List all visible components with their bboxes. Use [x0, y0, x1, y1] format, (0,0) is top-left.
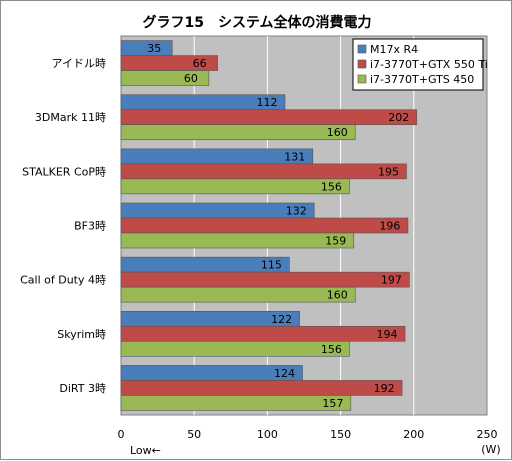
bar — [120, 217, 409, 234]
bar — [120, 109, 418, 126]
data-label: 157 — [322, 397, 343, 410]
data-label: 159 — [325, 235, 346, 248]
data-label: 156 — [321, 180, 342, 193]
bar — [120, 70, 210, 86]
bar — [120, 163, 407, 180]
data-label: 196 — [379, 220, 400, 233]
bar — [120, 380, 403, 396]
data-label: 192 — [374, 382, 395, 395]
bar — [120, 395, 352, 411]
chart-title: グラフ15 システム全体の消費電力 — [142, 14, 371, 31]
bar — [120, 286, 356, 303]
legend-swatch — [357, 74, 367, 84]
value-labels: 35 66 60 112 202 160 131 195 156 132 196 159 115 197 1… — [147, 42, 409, 410]
category-label: BF3時 — [74, 220, 106, 233]
x-tick-label: 100 — [257, 428, 278, 441]
x-tick-label: 0 — [118, 428, 125, 441]
category-label: Skyrim時 — [57, 328, 106, 341]
data-label: 160 — [327, 289, 348, 302]
data-label: 132 — [286, 205, 307, 218]
data-label: 124 — [274, 367, 295, 380]
bar — [120, 232, 355, 249]
legend-entry: M17x R4 — [370, 43, 418, 56]
category-label: STALKER CoP時 — [22, 165, 106, 178]
legend: M17x R4 i7-3770T+GTX 550 Ti i7-3770T+GTS 4… — [352, 38, 488, 91]
bar — [120, 325, 406, 342]
data-label: 112 — [256, 96, 277, 109]
category-label: DiRT 3時 — [59, 382, 106, 395]
data-label: 156 — [321, 343, 342, 356]
x-tick-label: 50 — [187, 428, 201, 441]
x-axis-unit: (W) — [481, 443, 500, 456]
x-tick-label: 200 — [403, 428, 424, 441]
data-label: 115 — [261, 259, 282, 272]
data-label: 202 — [388, 111, 409, 124]
x-tick-labels: 0 50 100 150 200 250 — [118, 428, 498, 441]
legend-swatch — [357, 44, 367, 54]
bars — [120, 40, 418, 411]
bar — [120, 178, 350, 195]
legend-swatch — [357, 59, 367, 69]
bar — [120, 340, 350, 357]
data-label: 160 — [327, 126, 348, 139]
category-label: アイドル時 — [52, 57, 106, 70]
category-label: Call of Duty 4時 — [20, 274, 106, 287]
x-tick-label: 250 — [477, 428, 498, 441]
data-label: 197 — [381, 274, 402, 287]
legend-box — [352, 38, 484, 91]
bar — [120, 124, 356, 141]
category-label: 3DMark 11時 — [35, 111, 106, 124]
category-labels: アイドル時 3DMark 11時 STALKER CoP時 BF3時 Call of D… — [20, 57, 106, 395]
legend-entry: i7-3770T+GTS 450 — [370, 73, 474, 86]
bar — [120, 271, 410, 288]
legend-entry: i7-3770T+GTX 550 Ti — [370, 58, 488, 71]
data-label: 60 — [184, 72, 198, 85]
data-label: 195 — [378, 165, 399, 178]
data-label: 35 — [147, 42, 161, 55]
data-label: 122 — [271, 313, 292, 326]
data-label: 131 — [284, 150, 305, 163]
x-tick-label: 150 — [330, 428, 351, 441]
data-label: 66 — [193, 57, 207, 70]
data-label: 194 — [377, 328, 398, 341]
low-note: Low← — [130, 444, 161, 457]
